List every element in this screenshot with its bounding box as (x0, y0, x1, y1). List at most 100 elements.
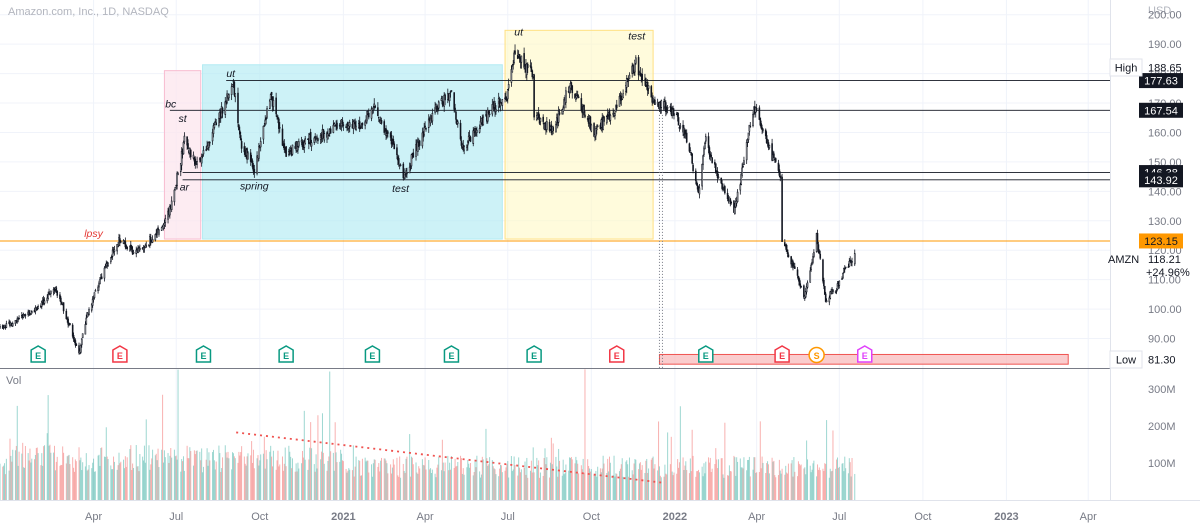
volume-bar (371, 464, 373, 500)
candle-body (688, 143, 691, 152)
volume-bar (4, 463, 6, 500)
time-axis[interactable] (0, 500, 1200, 528)
volume-bar (499, 464, 501, 500)
volume-bar (549, 462, 551, 500)
earnings-event-icon[interactable]: E (443, 345, 460, 363)
candle-body (192, 154, 195, 159)
candle-body (542, 116, 544, 122)
volume-bar (806, 440, 808, 500)
split-event-icon[interactable]: S (808, 346, 825, 364)
volume-bar (161, 449, 163, 500)
candle-body (59, 294, 61, 300)
candle-body (233, 81, 236, 96)
volume-bar (577, 463, 579, 500)
earnings-event-icon[interactable]: E (364, 345, 381, 363)
price-tick: 160.00 (1148, 127, 1182, 139)
volume-bar (246, 456, 248, 500)
candle-body (736, 191, 739, 202)
candle-body (441, 100, 444, 105)
earnings-event-icon[interactable]: E (30, 345, 46, 363)
volume-bar (228, 458, 230, 500)
candle-body (800, 286, 802, 288)
candle-body (563, 99, 565, 109)
volume-bar (844, 456, 846, 500)
candle-body (580, 98, 583, 111)
volume-bar (131, 470, 133, 500)
candle-body (454, 107, 456, 111)
annotation-spring: spring (240, 181, 269, 193)
chart-title: Amazon.com, Inc., 1D, NASDAQ (8, 6, 169, 18)
volume-ticks: 300M 200M 100M (1148, 384, 1176, 470)
volume-bar (555, 456, 557, 500)
candle-body (358, 121, 361, 130)
candle-body (5, 323, 8, 328)
volume-bar (518, 457, 520, 500)
volume-bar (530, 460, 532, 500)
horizontal-levels (0, 80, 1110, 242)
earnings-event-icon[interactable]: E (278, 345, 294, 363)
volume-bar (569, 458, 571, 500)
volume-bar (117, 465, 119, 500)
volume-bar (374, 459, 376, 500)
volume-bar (714, 464, 716, 500)
volume-bar (828, 477, 830, 500)
candle-body (486, 109, 489, 122)
candle-body (323, 133, 326, 141)
volume-bar (120, 461, 122, 500)
candle-body (422, 133, 425, 138)
candle-body (402, 163, 405, 179)
volume-bar (574, 463, 576, 500)
candle-body (300, 140, 303, 143)
candle-body (240, 141, 243, 149)
earnings-event-icon[interactable]: E (195, 345, 212, 363)
candle-body (510, 69, 513, 83)
candle-body (88, 309, 90, 315)
candle-body (275, 97, 277, 115)
volume-bar (297, 462, 299, 500)
candle-body (660, 100, 663, 109)
volume-bar (513, 456, 515, 500)
candle-body (354, 121, 356, 129)
volume-bar (809, 465, 811, 500)
time-tick: Oct (583, 511, 600, 523)
event-letter: E (531, 351, 537, 361)
price-label-text: 177.63 (1144, 76, 1178, 88)
volume-bar (60, 464, 62, 500)
earnings-event-icon[interactable]: E (526, 345, 542, 363)
volume-bar (311, 448, 313, 500)
volume-bar (778, 459, 780, 500)
candle-body (249, 152, 252, 162)
earnings-event-icon[interactable]: E (856, 345, 873, 363)
volume-bar (9, 438, 11, 500)
volume-bar (430, 468, 432, 500)
candle-body (679, 125, 682, 128)
volume-bar (390, 464, 392, 500)
volume-bar (219, 453, 221, 500)
earnings-event-icon[interactable]: E (698, 345, 714, 363)
volume-bar (558, 448, 560, 500)
volume-bar (406, 456, 408, 500)
volume-bar (695, 476, 697, 500)
volume-bar (347, 470, 349, 500)
volume-bar (252, 462, 254, 500)
volume-bar (392, 459, 394, 500)
volume-bar (676, 473, 678, 500)
candle-body (673, 113, 675, 116)
volume-bar (523, 467, 525, 500)
candle-body (628, 74, 631, 79)
candle-body (397, 158, 400, 165)
price-tick: 110.00 (1148, 275, 1181, 287)
candle-body (71, 324, 74, 337)
candle-body (424, 125, 426, 128)
volume-bar (239, 455, 241, 500)
earnings-event-icon[interactable]: E (774, 345, 790, 363)
volume-bar (91, 468, 93, 500)
earnings-event-icon[interactable]: E (609, 345, 625, 363)
candle-body (455, 111, 457, 120)
earnings-event-icon[interactable]: E (112, 345, 128, 363)
volume-bar (345, 468, 347, 500)
volume-bar (416, 472, 418, 500)
volume-bar (807, 459, 809, 500)
